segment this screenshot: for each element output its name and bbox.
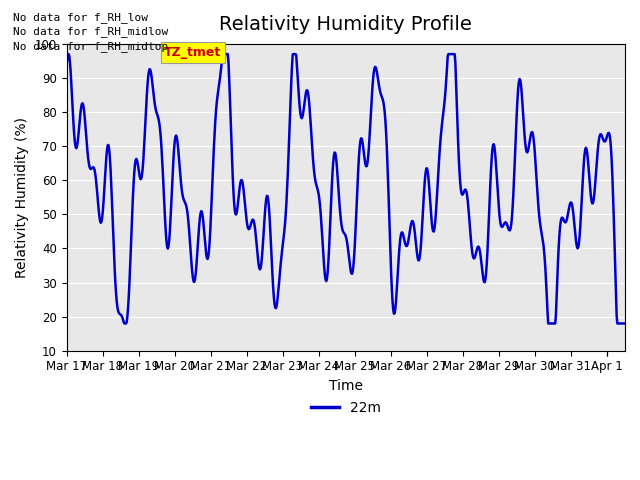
Text: No data for f_RH_midlow: No data for f_RH_midlow xyxy=(13,26,168,37)
Title: Relativity Humidity Profile: Relativity Humidity Profile xyxy=(220,15,472,34)
Y-axis label: Relativity Humidity (%): Relativity Humidity (%) xyxy=(15,117,29,278)
X-axis label: Time: Time xyxy=(329,379,363,393)
Text: TZ_tmet: TZ_tmet xyxy=(164,46,221,59)
Legend: 22m: 22m xyxy=(305,396,387,420)
Text: No data for f_RH_low: No data for f_RH_low xyxy=(13,12,148,23)
Text: No data for f_RH_midtop: No data for f_RH_midtop xyxy=(13,41,168,52)
